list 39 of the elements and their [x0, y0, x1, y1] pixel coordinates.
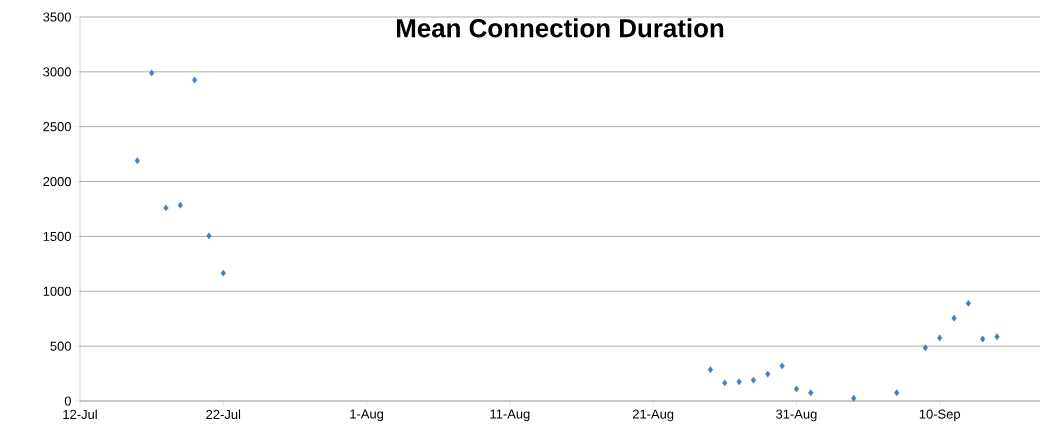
point [750, 376, 757, 384]
point [922, 344, 928, 352]
point [149, 69, 155, 77]
point [206, 232, 212, 240]
y-tick-label: 2000 [43, 176, 71, 187]
point [220, 269, 226, 277]
point [736, 378, 742, 386]
point [937, 334, 943, 342]
point [707, 366, 714, 374]
y-tick-label: 2500 [43, 122, 71, 132]
x-tick-label: 31-Aug [776, 409, 817, 422]
point [163, 204, 169, 212]
point [722, 379, 728, 387]
y-tick-label: 500 [50, 341, 71, 351]
y-tick-label: 3000 [43, 67, 71, 77]
point [779, 362, 785, 370]
x-tick-label: 21-Aug [632, 409, 674, 422]
x-tick-label: 22-Jul [206, 409, 241, 420]
point [793, 385, 800, 393]
y-tick-label: 1000 [43, 286, 71, 296]
point [994, 333, 1000, 341]
point [894, 389, 900, 397]
x-tick-label: 10-Sep [919, 409, 961, 422]
point [192, 76, 198, 84]
y-tick-label: 3500 [43, 12, 71, 22]
y-tick-label: 1500 [43, 231, 71, 241]
point [808, 389, 814, 397]
point [965, 299, 971, 307]
chart-title: Mean Connection Duration [396, 18, 724, 38]
point [765, 370, 771, 378]
point [951, 314, 957, 322]
x-tick-label: 1-Aug [350, 409, 384, 422]
x-tick-label: 11-Aug [490, 409, 530, 422]
point [851, 394, 857, 402]
point [134, 157, 140, 165]
y-tick-label: 0 [64, 396, 71, 406]
x-tick-label: 12-Jul [63, 409, 97, 420]
point [177, 201, 183, 209]
point [980, 335, 986, 343]
